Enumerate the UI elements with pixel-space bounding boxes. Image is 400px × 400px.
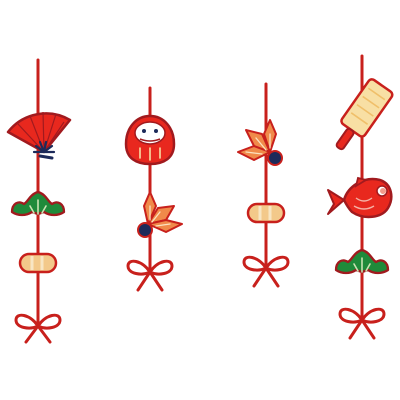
pine-branch-icon	[10, 190, 66, 217]
maple-leaf-icon	[137, 191, 183, 238]
knot-bow-icon	[126, 259, 174, 292]
maple-leaf-icon	[237, 119, 283, 166]
strand-2	[124, 86, 183, 292]
bead-icon	[18, 252, 58, 274]
strand-1	[6, 58, 72, 344]
daruma-doll-icon	[124, 114, 176, 166]
knot-bow-icon	[242, 255, 290, 288]
folding-fan-icon	[6, 111, 72, 160]
strand-4	[327, 54, 394, 340]
knot-bow-icon	[338, 307, 386, 340]
battledore-icon	[335, 78, 394, 151]
strand-3	[237, 82, 290, 288]
sea-bream-fish-icon	[327, 176, 393, 219]
pine-branch-icon	[334, 248, 390, 275]
bead-icon	[246, 202, 286, 224]
knot-bow-icon	[14, 313, 62, 344]
